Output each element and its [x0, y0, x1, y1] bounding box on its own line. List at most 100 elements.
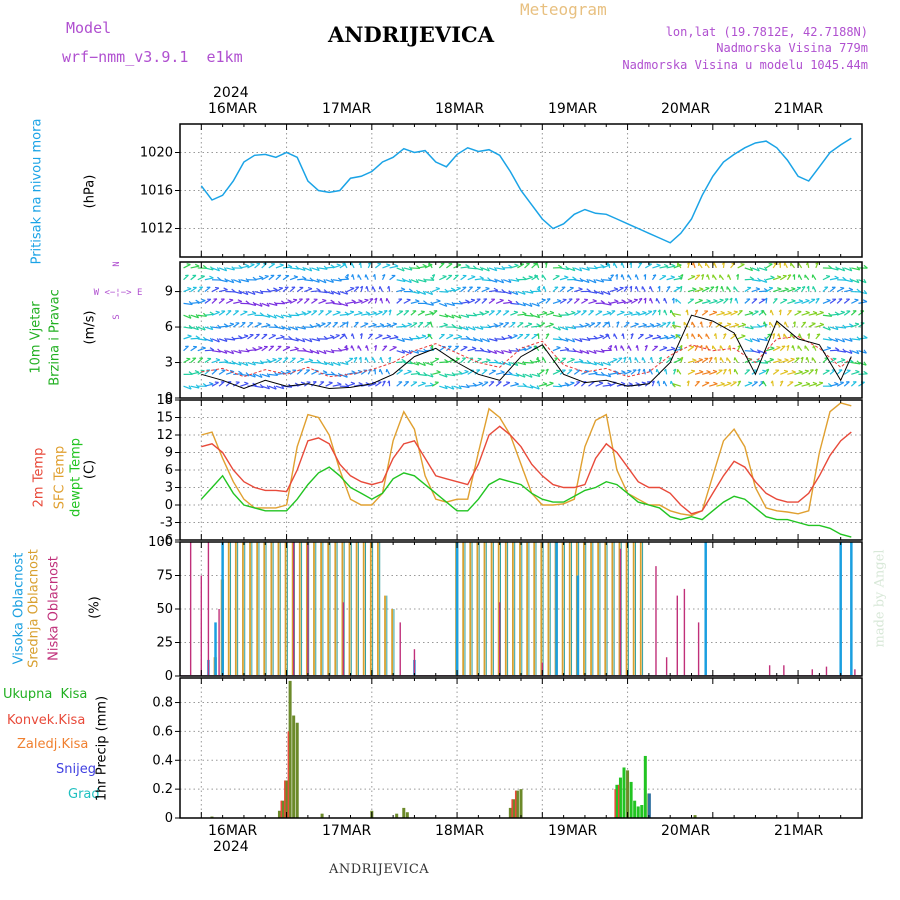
- wind-arrow: [790, 262, 795, 269]
- wind-arrow-head: [360, 285, 363, 289]
- wind-arrow: [765, 277, 775, 281]
- wind-arrow-head: [323, 279, 327, 284]
- wind-arrow: [183, 326, 193, 330]
- wind-arrow: [211, 359, 221, 364]
- wind-arrow-head: [656, 334, 662, 338]
- wind-arrow: [524, 302, 533, 307]
- wind-arrow: [275, 345, 282, 352]
- wind-arrow: [702, 371, 711, 375]
- wind-arrow-head: [372, 322, 377, 326]
- wind-arrow: [311, 381, 317, 387]
- wind-arrow: [503, 290, 512, 295]
- wind-arrow-head: [777, 358, 782, 361]
- wind-arrow-head: [863, 370, 868, 375]
- wind-arrow: [844, 267, 853, 272]
- wind-arrow: [296, 358, 305, 364]
- wind-arrow-head: [514, 381, 519, 385]
- wind-arrow: [751, 279, 761, 282]
- wind-arrow: [822, 347, 832, 352]
- wind-arrow: [232, 322, 240, 328]
- wind-arrow: [666, 265, 676, 269]
- wind-arrow: [303, 369, 311, 375]
- wind-arrow-head: [740, 263, 745, 265]
- wind-arrow-head: [680, 356, 684, 360]
- wind-arrow: [510, 279, 520, 282]
- wind-arrow-head: [494, 266, 498, 271]
- wind-arrow-head: [791, 345, 794, 349]
- wind-arrow-head: [600, 290, 604, 295]
- wind-arrow: [204, 277, 214, 281]
- wind-arrow-head: [508, 361, 512, 366]
- wind-arrow: [751, 288, 761, 293]
- wind-arrow-head: [379, 297, 382, 301]
- wind-arrow: [410, 290, 420, 295]
- wind-arrow: [225, 350, 234, 355]
- wind-arrow: [737, 310, 743, 316]
- wind-arrow: [723, 323, 732, 328]
- wind-arrow: [460, 314, 469, 318]
- wind-arrow-head: [522, 373, 526, 378]
- wind-arrow: [780, 288, 789, 293]
- wind-arrow: [829, 313, 839, 316]
- wind-arrow: [779, 345, 786, 352]
- wind-arrow: [709, 383, 718, 387]
- pressure-line: [200, 137, 852, 244]
- wind-arrow-head: [712, 262, 715, 266]
- wind-arrow: [282, 357, 289, 363]
- wind-arrow-head: [258, 346, 263, 349]
- wind-arrow: [804, 345, 810, 352]
- wind-arrow: [268, 385, 277, 390]
- precip-total-bar: [693, 815, 697, 818]
- wind-arrow: [609, 300, 619, 304]
- wind-arrow-head: [694, 309, 698, 312]
- wind-arrow-head: [638, 297, 643, 300]
- wind-arrow: [723, 382, 732, 387]
- wind-arrow: [609, 358, 618, 364]
- wind-arrow-head: [374, 297, 378, 301]
- wind-arrow-head: [607, 361, 611, 366]
- precip-snow-bar: [647, 793, 651, 818]
- wind-arrow: [275, 287, 284, 293]
- wind-arrow-head: [529, 302, 533, 307]
- wind-arrow: [382, 310, 388, 316]
- wind-arrow: [197, 286, 204, 293]
- station-title: ANDRIJEVICA: [328, 22, 495, 47]
- wind-arrow-head: [629, 262, 632, 265]
- wind-arrow: [424, 361, 434, 366]
- wind-arrow-head: [280, 370, 286, 374]
- wind-arrow: [318, 290, 328, 294]
- wind-arrow-head: [309, 338, 313, 343]
- wind-arrow: [353, 286, 360, 292]
- wind-arrow-head: [628, 356, 631, 360]
- wind-arrow-head: [773, 262, 777, 265]
- y-tick-label: 6: [165, 320, 173, 335]
- wind-arrow-head: [787, 274, 791, 277]
- wind-arrow: [773, 359, 782, 364]
- wind-arrow: [517, 373, 526, 378]
- wind-arrow-head: [565, 337, 569, 342]
- wind-arrow-head: [579, 337, 583, 342]
- wind-arrow-head: [508, 278, 512, 283]
- wind-arrow-head: [513, 310, 518, 313]
- wind-arrow: [588, 290, 598, 294]
- wind-arrow: [339, 322, 347, 328]
- wind-arrow-head: [436, 370, 441, 373]
- wind-arrow: [804, 274, 810, 281]
- pressure-panel: [200, 137, 852, 244]
- wind-arrow-head: [656, 322, 661, 326]
- wind-arrow: [474, 286, 481, 293]
- wind-arrow: [439, 385, 448, 390]
- wind-arrow-head: [259, 289, 264, 294]
- wind-arrow: [325, 336, 335, 340]
- wind-arrow-head: [564, 346, 570, 351]
- precip-total-bar: [402, 807, 406, 818]
- precip-total-bar: [395, 813, 399, 818]
- wind-arrow-head: [486, 338, 490, 343]
- wind-arrow: [716, 299, 724, 304]
- wind-arrow: [822, 314, 832, 317]
- wind-arrow: [637, 298, 643, 304]
- wind-arrow: [580, 310, 587, 316]
- wind-arrow: [382, 336, 391, 340]
- wind-arrow-head: [430, 373, 434, 378]
- wind-arrow-head: [244, 263, 250, 267]
